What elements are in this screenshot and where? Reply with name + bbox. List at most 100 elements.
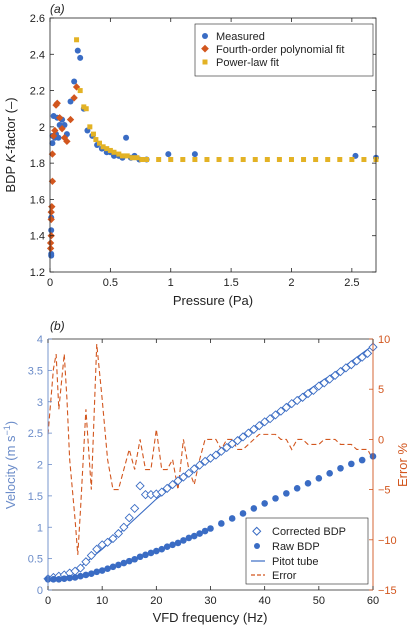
panel-b-corrected-point bbox=[195, 460, 205, 470]
legend-measured-label: Measured bbox=[216, 31, 265, 43]
panel-b-left-y-axis-label: Velocity (m s−1) bbox=[2, 421, 18, 509]
panel-b-raw-point bbox=[71, 574, 79, 581]
panel-a-square-point bbox=[313, 157, 319, 163]
panel-a-x-axis-label: Pressure (Pa) bbox=[173, 293, 253, 308]
panel-b-right-y-tick-label: 0 bbox=[378, 434, 384, 446]
panel-b-raw-point bbox=[283, 490, 290, 497]
panel-a-square-point bbox=[139, 157, 145, 163]
panel-a-square-point bbox=[134, 155, 140, 161]
panel-a-square-point bbox=[111, 149, 117, 155]
panel-b: (b) 0 10 20 30 40 50 60 00.511.522.533.54 −15−… bbox=[2, 319, 410, 625]
panel-a-square-point bbox=[87, 124, 93, 130]
panel-a-label: (a) bbox=[50, 2, 65, 16]
legend-raw-marker bbox=[254, 543, 260, 549]
panel-b-x-axis-label: VFD frequency (Hz) bbox=[153, 610, 268, 625]
panel-a-square-point bbox=[252, 157, 258, 163]
panel-b-legend-box bbox=[245, 517, 369, 585]
panel-b-x-tick-label: 60 bbox=[367, 595, 379, 607]
panel-b-corrected-point bbox=[189, 464, 199, 474]
panel-b-raw-point bbox=[228, 515, 236, 522]
panel-b-right-y-tick-label: −5 bbox=[378, 485, 391, 497]
panel-b-raw-point bbox=[169, 541, 176, 549]
panel-a-square-point bbox=[97, 140, 103, 146]
panel-b-corrected-point bbox=[75, 563, 86, 573]
panel-a-x-tick-label: 1 bbox=[168, 277, 174, 289]
panel-b-raw-point bbox=[196, 530, 203, 537]
panel-b-corrected-point bbox=[173, 476, 183, 486]
panel-a-square-point bbox=[325, 157, 331, 163]
panel-a-square-point bbox=[74, 37, 80, 43]
legend-pitot-label: Pitot tube bbox=[272, 556, 318, 568]
panel-b-corrected-point bbox=[146, 490, 156, 500]
panel-b-left-y-tick-label: 3.5 bbox=[28, 365, 43, 377]
panel-a-circle-point bbox=[67, 98, 74, 105]
panel-b-corrected-point bbox=[352, 356, 362, 366]
panel-b-right-y-tick-label: 10 bbox=[378, 334, 390, 346]
panel-b-corrected-point bbox=[308, 385, 319, 396]
panel-b-corrected-point bbox=[135, 481, 145, 491]
panel-a-y-tick-label: 1.2 bbox=[30, 267, 45, 279]
panel-b-raw-point bbox=[190, 532, 198, 540]
panel-b-legend: Corrected BDP Raw BDP Pitot tube Error bbox=[245, 517, 369, 585]
panel-a-square-point bbox=[93, 137, 99, 143]
panel-b-left-y-tick-label: 3 bbox=[37, 397, 43, 409]
panel-a-circle-point bbox=[191, 151, 198, 158]
panel-a-y-tick-label: 1.4 bbox=[30, 231, 45, 243]
panel-b-raw-point bbox=[207, 525, 214, 532]
panel-b-raw-point bbox=[239, 510, 247, 517]
panel-b-raw-point bbox=[125, 557, 133, 565]
panel-a-x-tick-label: 2.5 bbox=[344, 277, 359, 289]
panel-a-square-point bbox=[119, 153, 125, 159]
panel-b-corrected-point bbox=[281, 402, 291, 412]
panel-b-raw-point bbox=[250, 505, 258, 512]
panel-a-square-point bbox=[192, 157, 198, 163]
panel-b-raw-point bbox=[326, 469, 333, 477]
panel-b-plot-area bbox=[43, 342, 378, 584]
panel-a-circle-point bbox=[74, 47, 81, 54]
panel-b-corrected-point bbox=[232, 436, 243, 446]
panel-b-left-y-tick-label: 0.5 bbox=[28, 554, 43, 566]
panel-a-y-tick-label: 2.4 bbox=[30, 49, 45, 61]
panel-b-raw-point bbox=[218, 520, 225, 527]
panel-a-y-ticks: 1.2 1.4 1.6 1.8 2 2.2 2.4 2.6 bbox=[30, 13, 376, 279]
panel-b-raw-point bbox=[77, 572, 84, 580]
panel-b-corrected-point bbox=[276, 406, 286, 416]
panel-a-diamond-point bbox=[46, 239, 55, 247]
panel-b-raw-point bbox=[261, 500, 268, 507]
panel-b-corrected-point bbox=[362, 348, 373, 359]
panel-b-x-tick-label: 40 bbox=[259, 595, 271, 607]
panel-b-raw-point bbox=[55, 576, 63, 583]
panel-b-corrected-point bbox=[335, 367, 346, 377]
panel-a-square-point bbox=[77, 88, 83, 94]
panel-b-raw-point bbox=[104, 565, 111, 572]
panel-a-diamond-point bbox=[48, 150, 57, 158]
panel-b-raw-point bbox=[131, 555, 138, 563]
panel-b-corrected-point bbox=[243, 428, 254, 438]
panel-b-error-line bbox=[47, 343, 374, 555]
panel-a-x-tick-label: 0 bbox=[47, 277, 53, 289]
panel-b-raw-point bbox=[180, 537, 187, 544]
panel-b-raw-point bbox=[82, 571, 90, 579]
panel-b-x-tick-label: 10 bbox=[96, 595, 108, 607]
panel-b-corrected-point bbox=[270, 410, 281, 420]
panel-b-right-y-tick-label: −10 bbox=[378, 535, 397, 547]
panel-b-raw-point bbox=[348, 460, 355, 468]
panel-b-right-y-axis-label: Error % bbox=[395, 443, 410, 488]
panel-b-raw-point bbox=[98, 567, 106, 574]
panel-b-corrected-point bbox=[254, 420, 264, 431]
panel-a-square-point bbox=[337, 157, 343, 163]
panel-a-square-point bbox=[156, 157, 162, 163]
panel-b-corrected-point bbox=[265, 414, 275, 424]
panel-b-raw-point bbox=[158, 545, 166, 553]
panel-b-raw-point bbox=[272, 495, 279, 502]
panel-b-raw-point bbox=[93, 568, 101, 576]
panel-a-square-point bbox=[216, 157, 222, 163]
panel-a-diamond-point bbox=[58, 124, 66, 133]
legend-poly-label: Fourth-order polynomial fit bbox=[216, 44, 344, 56]
panel-a-square-point bbox=[144, 157, 150, 163]
panel-b-left-y-tick-label: 2.5 bbox=[28, 428, 43, 440]
panel-b-x-tick-label: 50 bbox=[313, 595, 325, 607]
panel-b-raw-point bbox=[174, 539, 182, 547]
panel-b-corrected-point bbox=[184, 468, 194, 478]
